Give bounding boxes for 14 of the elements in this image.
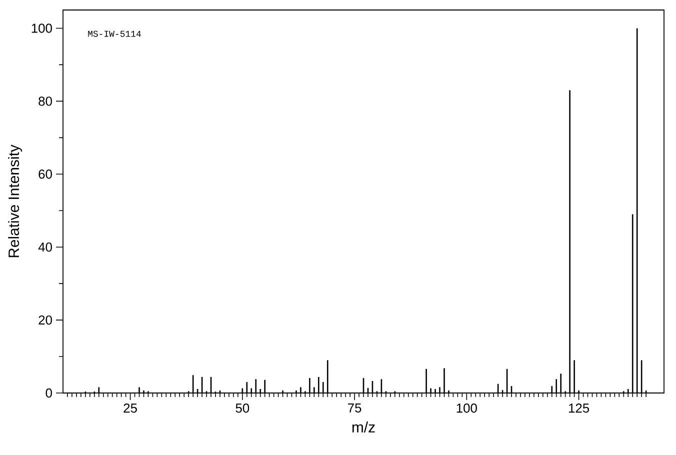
x-tick-label: 25 [124, 404, 137, 413]
x-axis-title: m/z [352, 422, 375, 432]
x-tick-label: 50 [236, 404, 250, 413]
y-tick-label: 60 [38, 170, 52, 179]
x-tick-label: 100 [456, 404, 477, 413]
y-tick-label: 20 [38, 315, 52, 325]
y-tick-label: 80 [38, 96, 52, 106]
x-tick-label: 75 [348, 404, 362, 413]
y-tick-label: 100 [32, 24, 52, 33]
y-tick-label: 40 [38, 242, 52, 252]
annotation: MS-IW-5114 [88, 30, 141, 37]
y-axis-title: Relative Intensity [8, 144, 22, 258]
x-tick-label: 125 [568, 404, 590, 413]
y-tick-label: 0 [46, 388, 52, 398]
